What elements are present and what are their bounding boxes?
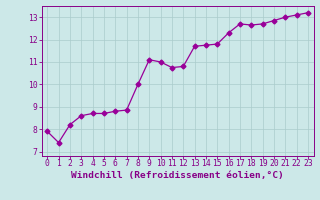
- X-axis label: Windchill (Refroidissement éolien,°C): Windchill (Refroidissement éolien,°C): [71, 171, 284, 180]
